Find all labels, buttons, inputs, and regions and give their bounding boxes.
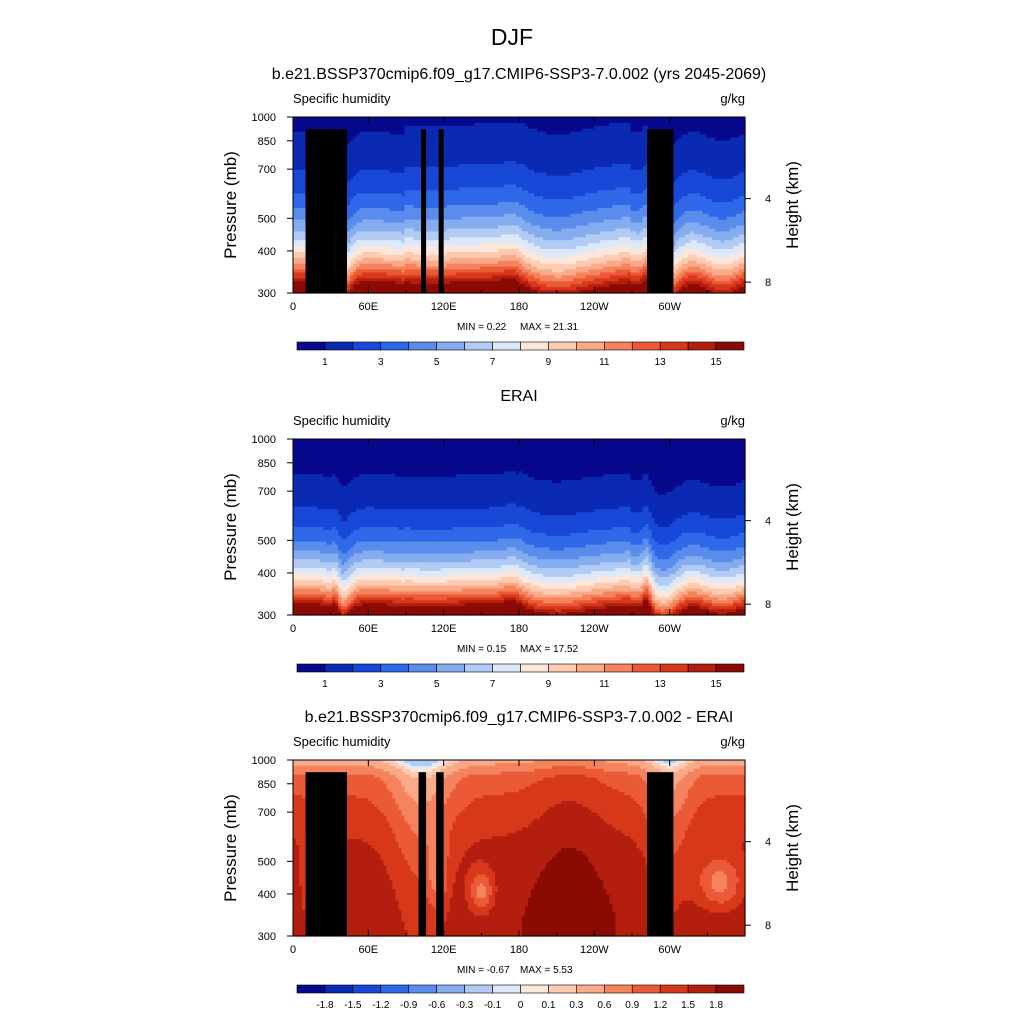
units-label: g/kg xyxy=(720,91,745,106)
panels-group: b.e21.BSSP370cmip6.f09_g17.CMIP6-SSP3-7.… xyxy=(221,66,802,1011)
variable-label: Specific humidity xyxy=(293,91,391,106)
season-title: DJF xyxy=(491,24,533,50)
heatmap-field xyxy=(293,117,746,294)
panel-1: b.e21.BSSP370cmip6.f09_g17.CMIP6-SSP3-7.… xyxy=(221,66,802,368)
panel-title: b.e21.BSSP370cmip6.f09_g17.CMIP6-SSP3-7.… xyxy=(272,66,767,83)
